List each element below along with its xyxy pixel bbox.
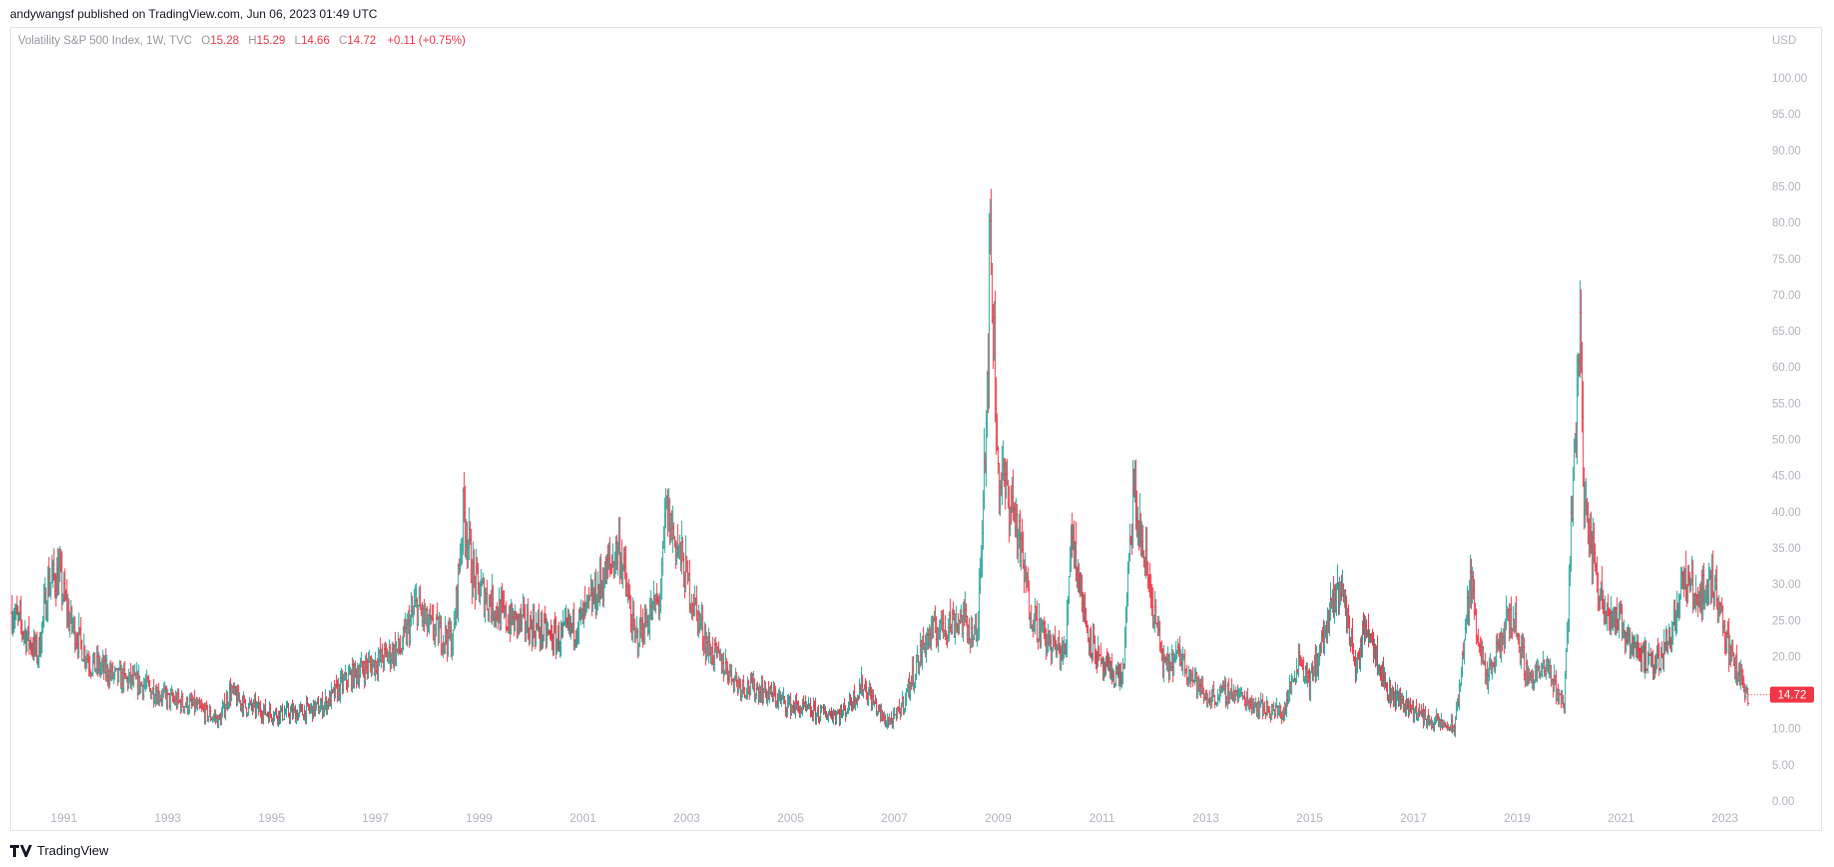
publish-line: andywangsf published on TradingView.com,… [10, 7, 378, 21]
price-tick-label: 20.00 [1772, 651, 1801, 663]
ohlc-bar [1746, 687, 1750, 707]
price-tick-label: 30.00 [1772, 579, 1801, 591]
last-price-marker: 14.72 [1748, 686, 1814, 703]
legend: Volatility S&P 500 Index, 1W, TVC O15.28… [18, 35, 466, 47]
price-tick-label: 10.00 [1772, 724, 1801, 736]
price-tick-label: 65.00 [1772, 326, 1801, 338]
footer-brand-label: TradingView [37, 843, 109, 858]
year-tick-label: 2003 [673, 811, 700, 825]
price-tick-label: 0.00 [1772, 796, 1794, 808]
year-tick-label: 1997 [362, 811, 389, 825]
year-tick-label: 2021 [1608, 811, 1635, 825]
price-tick-label: 85.00 [1772, 181, 1801, 193]
price-tick-label: 70.00 [1772, 290, 1801, 302]
year-tick-label: 2011 [1089, 811, 1115, 825]
price-tick-label: 60.00 [1772, 362, 1801, 374]
year-tick-label: 2023 [1712, 811, 1739, 825]
currency-label: USD [1772, 35, 1796, 47]
year-tick-label: 2013 [1192, 811, 1219, 825]
legend-high-value: 15.29 [256, 35, 286, 47]
time-axis[interactable]: 1991 1993 1995 1997 1999 2001 2003 2005 2007 2009… [51, 811, 1739, 825]
price-tick-label: 75.00 [1772, 254, 1801, 266]
legend-close-value: 14.72 [347, 35, 377, 47]
year-tick-label: 1993 [154, 811, 181, 825]
year-tick-label: 2015 [1296, 811, 1323, 825]
legend-symbol: Volatility S&P 500 Index, 1W, TVC [18, 35, 193, 47]
year-tick-label: 2005 [777, 811, 804, 825]
year-tick-label: 2007 [881, 811, 908, 825]
price-tick-label: 55.00 [1772, 398, 1801, 410]
year-tick-label: 1991 [51, 811, 78, 825]
price-tick-label: 100.00 [1772, 73, 1807, 85]
price-tick-label: 80.00 [1772, 218, 1801, 230]
year-tick-label: 2001 [570, 811, 597, 825]
price-tick-label: 25.00 [1772, 615, 1801, 627]
legend-open-value: 15.28 [210, 35, 240, 47]
year-tick-label: 2009 [985, 811, 1012, 825]
year-tick-label: 2019 [1504, 811, 1531, 825]
legend-close-label: C [338, 35, 348, 47]
year-tick-label: 2017 [1400, 811, 1427, 825]
price-tick-label: 95.00 [1772, 109, 1801, 121]
legend-change: +0.11 (+0.75%) [387, 35, 466, 47]
price-tick-label: 5.00 [1772, 760, 1794, 772]
price-tick-label: 90.00 [1772, 145, 1801, 157]
year-tick-label: 1995 [258, 811, 285, 825]
price-axis[interactable]: USD0.005.0010.0015.0020.0025.0030.0035.0… [1772, 35, 1807, 808]
price-tick-label: 35.00 [1772, 543, 1801, 555]
price-tick-label: 45.00 [1772, 471, 1801, 483]
price-tick-label: 40.00 [1772, 507, 1801, 519]
last-price-label: 14.72 [1778, 690, 1807, 702]
ohlc-bars [10, 188, 1750, 738]
ohlc-bar [1564, 648, 1568, 680]
legend-open-label: O [201, 35, 211, 47]
legend-high-label: H [248, 35, 257, 47]
tradingview-logo-icon [10, 844, 32, 857]
chart-frame [10, 27, 1822, 831]
year-tick-label: 1999 [466, 811, 493, 825]
legend-low-label: L [294, 35, 301, 47]
price-tick-label: 50.00 [1772, 435, 1801, 447]
legend-low-value: 14.66 [300, 35, 330, 47]
footer-brand[interactable]: TradingView [10, 843, 109, 858]
last-price-badge [1770, 686, 1814, 703]
